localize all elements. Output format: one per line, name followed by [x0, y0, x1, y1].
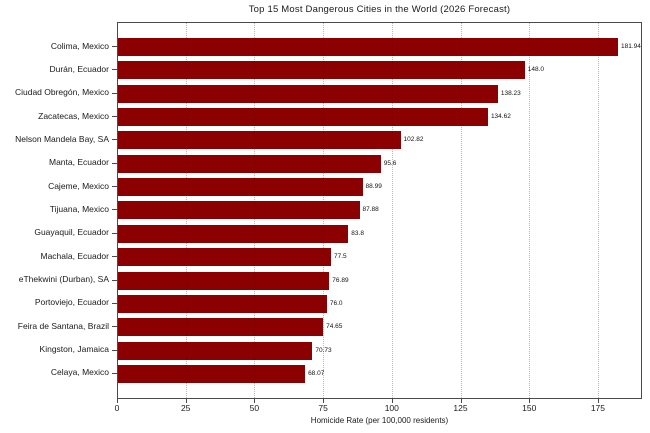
grid-line-100	[391, 23, 393, 398]
bar-value-label: 138.23	[500, 89, 521, 97]
y-tick-mark	[112, 279, 117, 281]
y-tick-mark	[112, 209, 117, 211]
y-axis-label: Machala, Ecuador	[40, 250, 109, 261]
y-tick-mark	[112, 116, 117, 118]
bar-value-label: 88.99	[365, 183, 382, 191]
x-tick-mark	[185, 399, 187, 403]
x-tick-label: 0	[114, 403, 120, 413]
y-tick-mark	[112, 139, 117, 141]
bar-value-label: 95.6	[383, 159, 397, 167]
y-tick-mark	[112, 162, 117, 164]
x-tick-mark	[460, 399, 462, 403]
x-tick-label: 75	[318, 403, 328, 413]
x-tick-label: 150	[522, 403, 537, 413]
bar-5	[118, 154, 381, 173]
bar-value-label: 87.88	[362, 206, 379, 214]
bar-value-label: 76.0	[329, 299, 343, 307]
x-axis-title: Homicide Rate (per 100,000 residents)	[310, 416, 449, 425]
y-axis-label: Durán, Ecuador	[49, 63, 109, 74]
x-tick-mark	[529, 399, 531, 403]
y-axis-label: Zacatecas, Mexico	[38, 110, 109, 121]
bar-7	[118, 201, 360, 220]
bar-value-label: 134.62	[490, 113, 511, 121]
y-tick-mark	[112, 186, 117, 188]
y-axis-label: Manta, Ecuador	[48, 157, 109, 168]
plot-area: 181.94 148.0 138.23 134.62 102.82 95.6 88.99 87…	[117, 22, 642, 399]
y-axis-label: Tijuana, Mexico	[49, 203, 109, 214]
y-axis-label: Portoviejo, Ecuador	[34, 297, 109, 308]
y-tick-mark	[112, 232, 117, 234]
bar-9	[118, 248, 331, 267]
bar-value-label: 102.82	[403, 136, 424, 144]
y-tick-mark	[112, 92, 117, 94]
y-tick-mark	[112, 326, 117, 328]
y-axis-label: Celaya, Mexico	[50, 367, 109, 378]
bar-8	[118, 224, 349, 243]
bar-14	[118, 364, 306, 383]
y-axis-label: Kingston, Jamaica	[39, 344, 109, 355]
bar-4	[118, 131, 401, 150]
bar-10	[118, 271, 330, 290]
bar-value-label: 76.89	[332, 276, 349, 284]
bar-3	[118, 108, 488, 127]
grid-line-150	[529, 23, 531, 398]
y-tick-mark	[112, 256, 117, 258]
y-axis-label: eThekwini (Durban), SA	[18, 274, 109, 285]
bar-12	[118, 318, 324, 337]
x-tick-label: 125	[453, 403, 468, 413]
bar-value-label: 74.65	[326, 323, 343, 331]
grid-line-50	[254, 23, 256, 398]
bar-value-label: 83.8	[351, 229, 364, 237]
y-tick-mark	[112, 69, 117, 71]
grid-line-175	[597, 23, 599, 398]
grid-line-25	[185, 23, 187, 398]
y-tick-mark	[112, 302, 117, 304]
y-tick-mark	[112, 349, 117, 351]
y-tick-mark	[112, 46, 117, 47]
grid-line-75	[323, 23, 325, 398]
chart-title: Top 15 Most Dangerous Cities in the Worl…	[248, 4, 511, 15]
x-tick-mark	[597, 399, 599, 403]
bar-value-label: 77.5	[333, 253, 347, 261]
bar-2	[118, 84, 498, 103]
x-tick-label: 175	[590, 403, 605, 413]
bar-value-label: 148.0	[527, 66, 544, 74]
x-tick-mark	[117, 399, 118, 403]
bar-0	[118, 38, 618, 56]
x-tick-label: 100	[384, 403, 399, 413]
y-axis-label: Cajeme, Mexico	[48, 180, 109, 191]
x-tick-mark	[323, 399, 325, 403]
bar-11	[118, 294, 327, 313]
y-tick-mark	[112, 372, 117, 374]
y-axis-label: Guayaquil, Ecuador	[34, 227, 109, 238]
grid-line-125	[460, 23, 462, 398]
y-axis-label: Nelson Mandela Bay, SA	[15, 133, 109, 144]
x-tick-mark	[391, 399, 393, 403]
bar-6	[118, 178, 363, 197]
y-axis-label: Feira de Santana, Brazil	[17, 320, 109, 331]
bar-13	[118, 341, 313, 360]
bar-value-label: 181.94	[620, 43, 641, 50]
y-axis-label: Colima, Mexico	[50, 40, 109, 51]
bar-value-label: 68.07	[308, 369, 325, 377]
bar-1	[118, 61, 525, 80]
x-tick-label: 25	[180, 403, 191, 413]
x-tick-label: 50	[249, 403, 260, 413]
y-axis-label: Ciudad Obregón, Mexico	[14, 87, 109, 98]
x-tick-mark	[254, 399, 256, 403]
bar-value-label: 70.73	[315, 346, 332, 354]
